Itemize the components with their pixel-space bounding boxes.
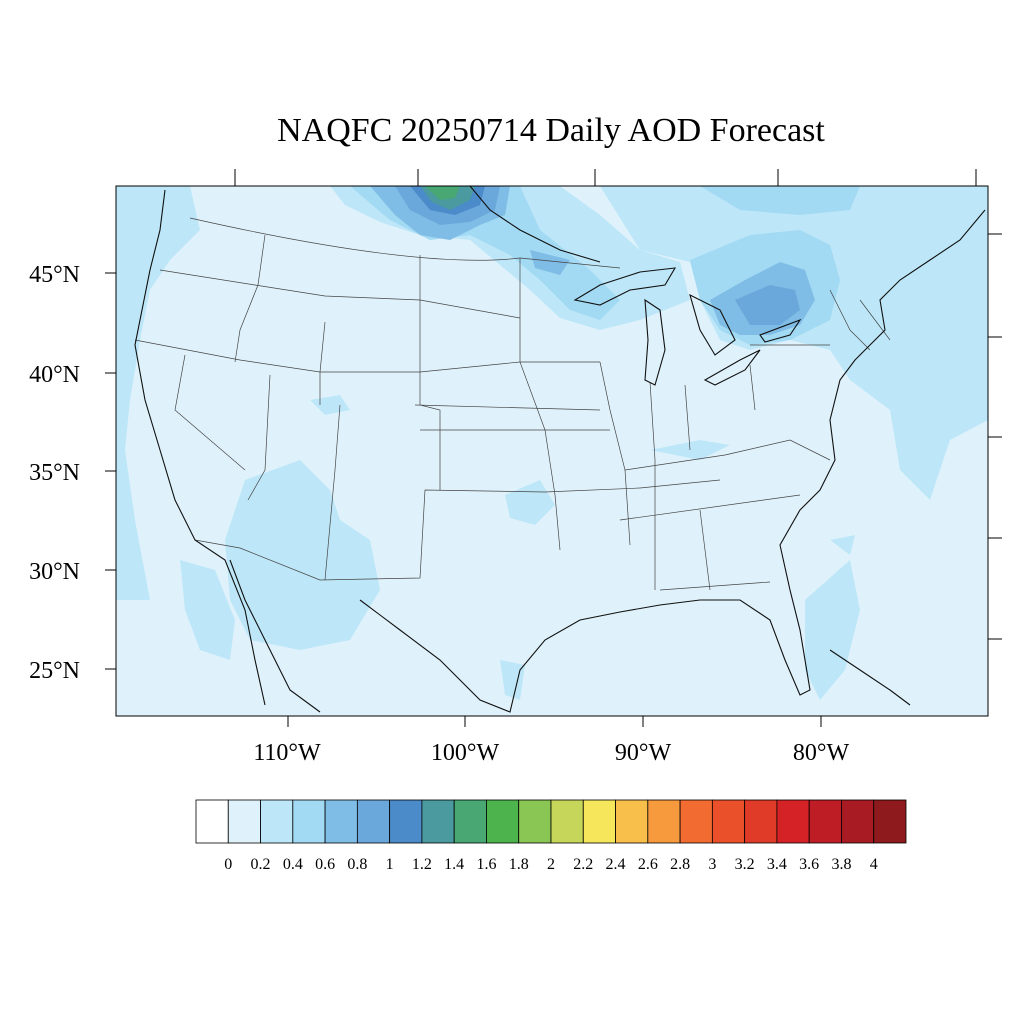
aod-area-west-coast — [116, 186, 200, 600]
colorbar-tick-label: 0.8 — [347, 856, 367, 873]
colorbar-swatch — [260, 799, 294, 844]
colorbar-swatch — [389, 799, 423, 844]
aod-area-baja — [180, 560, 235, 660]
colorbar-swatch — [841, 799, 875, 844]
colorbar-tick-label: 2.6 — [638, 856, 658, 873]
colorbar-swatch — [356, 799, 391, 844]
colorbar-swatch — [873, 799, 907, 844]
pacific-coast — [134, 189, 266, 706]
lon-label-90w: 90°W — [615, 740, 672, 766]
colorbar-tick-label: 2.2 — [573, 856, 593, 873]
colorbar-swatch — [453, 799, 487, 844]
aod-area-atlantic — [830, 535, 855, 555]
state-borders — [134, 217, 891, 591]
colorbar-tick-label: 0.2 — [251, 856, 271, 873]
aod-area-north-peak-3 — [425, 186, 460, 200]
colorbar-tick-label: 1.2 — [412, 856, 432, 873]
lat-label-45: 45°N — [29, 262, 80, 288]
aod-shading — [116, 186, 988, 700]
lat-label-25: 25°N — [29, 658, 80, 684]
colorbar-tick-label: 1.8 — [509, 856, 529, 873]
lake-erie — [703, 349, 761, 386]
colorbar-tick-label: 1.4 — [444, 856, 464, 873]
colorbar-swatch — [647, 799, 681, 844]
colorbar-tick-label: 3.4 — [767, 856, 787, 873]
colorbar-swatch — [518, 799, 552, 844]
lon-label-80w: 80°W — [793, 740, 850, 766]
colorbar-tick-label: 0 — [224, 856, 232, 873]
lake-huron — [689, 293, 736, 356]
map-ticks — [105, 169, 1002, 727]
colorbar-swatch — [615, 799, 649, 844]
gulf-coast — [359, 589, 811, 713]
lon-label-100w: 100°W — [431, 740, 500, 766]
lat-label-40: 40°N — [29, 362, 80, 388]
colorbar-tick-label: 3 — [708, 856, 716, 873]
aod-area-lakes-core — [735, 285, 800, 325]
colorbar-swatch — [421, 799, 455, 844]
aod-colorbar: 0 0.2 0.4 0.6 0.8 1 1.2 1.4 1.6 1.8 2 2.2 2.4 2.6 2.8 3… — [195, 799, 907, 873]
colorbar-swatch — [227, 799, 261, 844]
colorbar-tick-label: 2.4 — [606, 856, 626, 873]
lat-label-35: 35°N — [29, 460, 80, 486]
coastlines — [134, 186, 986, 713]
lon-label-110w: 110°W — [253, 740, 321, 766]
aod-area-southwest — [225, 460, 380, 650]
colorbar-tick-label: 0.6 — [315, 856, 335, 873]
colorbar-tick-label: 4 — [870, 856, 878, 873]
colorbar-swatch — [776, 799, 810, 844]
map-panel — [116, 186, 988, 716]
colorbar-tick-label: 2 — [547, 856, 555, 873]
florida-keys — [829, 649, 911, 706]
colorbar-swatch — [195, 799, 229, 844]
colorbar-swatch — [292, 799, 326, 844]
colorbar-swatch — [550, 799, 584, 844]
atlantic-coast — [779, 209, 986, 591]
aod-area-gulf-coast — [500, 660, 525, 700]
colorbar-tick-label: 3.2 — [735, 856, 755, 873]
colorbar-swatch — [324, 799, 358, 844]
colorbar-swatch — [711, 799, 746, 844]
baja-coast — [229, 559, 321, 713]
canada-coast — [469, 186, 601, 263]
lake-superior — [573, 267, 677, 306]
colorbar-tick-label: 3.8 — [831, 856, 851, 873]
aod-area-florida-strait — [805, 560, 860, 700]
map-title: NAQFC 20250714 Daily AOD Forecast — [277, 112, 825, 149]
lake-ontario — [759, 318, 802, 343]
colorbar-swatch — [808, 799, 842, 844]
map-frame — [115, 185, 989, 717]
lat-label-30: 30°N — [29, 559, 80, 585]
lake-michigan — [644, 298, 666, 386]
colorbar-tick-label: 0.4 — [283, 856, 303, 873]
colorbar-swatch — [679, 799, 713, 844]
colorbar-swatch — [744, 799, 778, 844]
colorbar-tick-label: 3.6 — [799, 856, 819, 873]
colorbar-tick-label: 1.6 — [476, 856, 496, 873]
aod-area-superior — [530, 250, 570, 275]
aod-area-quebec — [700, 186, 860, 215]
colorbar-tick-label: 1 — [386, 856, 394, 873]
colorbar-tick-label: 2.8 — [670, 856, 690, 873]
colorbar-swatch — [582, 799, 616, 844]
colorbar-swatch — [486, 799, 520, 844]
